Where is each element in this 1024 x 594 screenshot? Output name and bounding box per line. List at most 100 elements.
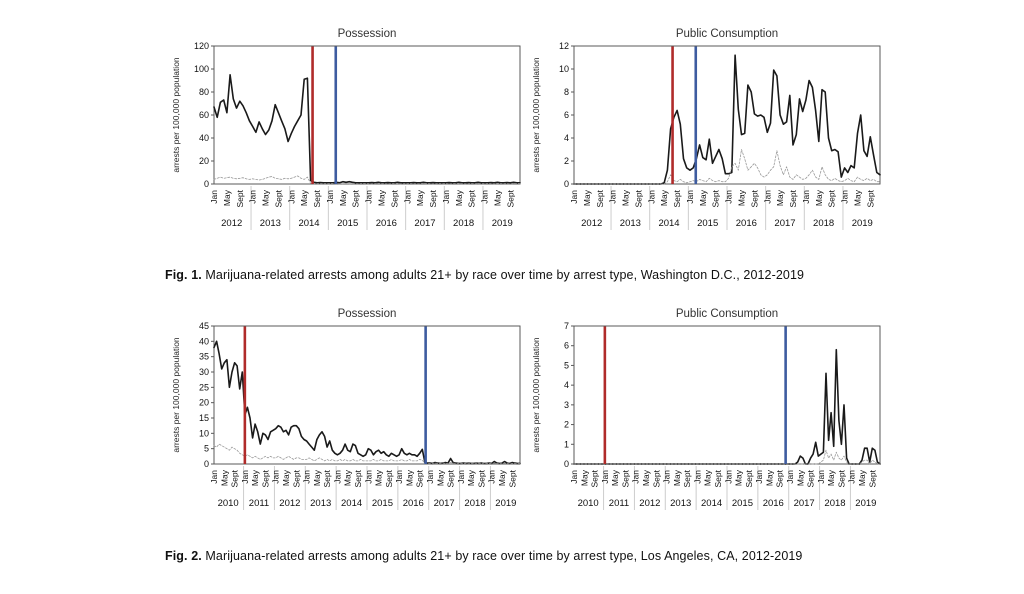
- y-tick-label: 0: [204, 179, 209, 189]
- chart-la-public-consumption: Public Consumption arrests per 100,000 po…: [531, 308, 881, 510]
- x-month-label: Jan: [363, 470, 373, 484]
- series-dotted-line: [213, 175, 521, 185]
- x-month-label: May: [376, 189, 386, 206]
- x-year-label: 2015: [697, 218, 718, 229]
- x-month-label: Sept: [505, 189, 515, 207]
- series-solid-line: [573, 54, 881, 185]
- series-dotted-line: [573, 449, 881, 465]
- x-month-label: Sept: [273, 189, 283, 207]
- x-year-label: 2013: [260, 218, 281, 229]
- x-month-label: Sept: [322, 469, 332, 487]
- x-month-label: Sept: [651, 469, 661, 487]
- x-year-label: 2012: [581, 218, 602, 229]
- x-month-label: May: [814, 189, 824, 206]
- y-tick-label: 7: [564, 321, 569, 331]
- x-month-label: May: [764, 469, 774, 486]
- x-month-label: Sept: [590, 469, 600, 487]
- x-month-label: Sept: [235, 189, 245, 207]
- x-month-label: Sept: [827, 189, 837, 207]
- x-month-label: May: [610, 469, 620, 486]
- x-month-label: May: [435, 469, 445, 486]
- x-month-label: May: [826, 469, 836, 486]
- x-month-label: Jan: [816, 470, 826, 484]
- x-month-label: May: [857, 469, 867, 486]
- x-year-label: 2016: [376, 218, 397, 229]
- x-month-label: Sept: [595, 189, 605, 207]
- x-month-label: Jan: [600, 470, 610, 484]
- x-month-label: May: [775, 189, 785, 206]
- x-month-label: May: [703, 469, 713, 486]
- x-month-label: May: [338, 189, 348, 206]
- x-month-label: Jan: [364, 190, 374, 204]
- x-month-label: May: [621, 189, 631, 206]
- y-tick-label: 30: [199, 367, 209, 377]
- plot-border: [213, 45, 521, 185]
- figure-1-caption-label: Fig. 1.: [165, 268, 202, 282]
- x-month-label: May: [736, 189, 746, 206]
- chart-dc-public-consumption: Public Consumption arrests per 100,000 po…: [531, 28, 881, 230]
- x-year-label: 2011: [249, 498, 269, 509]
- x-month-label: May: [374, 469, 384, 486]
- x-year-label: 2015: [337, 218, 358, 229]
- x-year-label: 2011: [609, 498, 629, 509]
- x-month-label: Jan: [240, 470, 250, 484]
- x-year-label: 2019: [492, 218, 513, 229]
- y-tick-label: 20: [199, 156, 209, 166]
- x-month-label: Sept: [633, 189, 643, 207]
- x-month-label: Jan: [785, 470, 795, 484]
- y-tick-label: 2: [564, 420, 569, 430]
- x-year-label: 2017: [774, 218, 795, 229]
- x-month-label: Jan: [840, 190, 850, 204]
- x-month-label: Jan: [209, 470, 219, 484]
- x-year-label: 2013: [310, 498, 331, 509]
- y-tick-label: 0: [564, 459, 569, 469]
- x-month-label: May: [222, 189, 232, 206]
- figure-2-charts: Possession arrests per 100,000 population…: [170, 304, 888, 514]
- x-month-label: Sept: [682, 469, 692, 487]
- x-month-label: May: [582, 189, 592, 206]
- x-year-label: 2014: [658, 218, 679, 229]
- figure-1-charts: Possession arrests per 100,000 population…: [170, 24, 888, 234]
- x-month-label: Jan: [847, 470, 857, 484]
- figure-1-caption: Fig. 1. Marijuana-related arrests among …: [165, 268, 804, 282]
- y-axis-label: arrests per 100,000 population: [531, 337, 541, 453]
- y-tick-label: 8: [564, 87, 569, 97]
- x-month-label: Jan: [456, 470, 466, 484]
- x-year-label: 2012: [221, 218, 242, 229]
- chart-title: Possession: [338, 28, 397, 40]
- x-month-label: Sept: [353, 469, 363, 487]
- x-year-label: 2015: [732, 498, 753, 509]
- x-month-label: Sept: [415, 469, 425, 487]
- x-year-label: 2016: [736, 218, 757, 229]
- x-month-label: Sept: [351, 189, 361, 207]
- series-dotted-line: [573, 149, 881, 185]
- x-month-label: Jan: [801, 190, 811, 204]
- x-month-label: Jan: [754, 470, 764, 484]
- x-month-label: Jan: [646, 190, 656, 204]
- x-month-label: May: [795, 469, 805, 486]
- x-year-label: 2019: [852, 218, 873, 229]
- x-month-label: May: [579, 469, 589, 486]
- y-axis-label: arrests per 100,000 population: [171, 337, 181, 453]
- x-year-label: 2013: [670, 498, 691, 509]
- x-month-label: Sept: [384, 469, 394, 487]
- x-month-label: Jan: [692, 470, 702, 484]
- x-year-label: 2018: [824, 498, 845, 509]
- x-year-label: 2012: [639, 498, 660, 509]
- x-month-label: Jan: [402, 190, 412, 204]
- y-tick-label: 100: [194, 64, 209, 74]
- x-month-label: Jan: [332, 470, 342, 484]
- x-month-label: Jan: [662, 470, 672, 484]
- x-year-label: 2019: [495, 498, 516, 509]
- y-tick-label: 80: [199, 87, 209, 97]
- x-month-label: May: [698, 189, 708, 206]
- y-tick-label: 40: [199, 336, 209, 346]
- series-dotted-line: [213, 443, 521, 464]
- y-tick-label: 40: [199, 133, 209, 143]
- x-month-label: May: [312, 469, 322, 486]
- chart-title: Possession: [338, 308, 397, 320]
- x-month-label: Sept: [713, 469, 723, 487]
- x-month-label: Jan: [209, 190, 219, 204]
- y-tick-label: 1: [564, 439, 569, 449]
